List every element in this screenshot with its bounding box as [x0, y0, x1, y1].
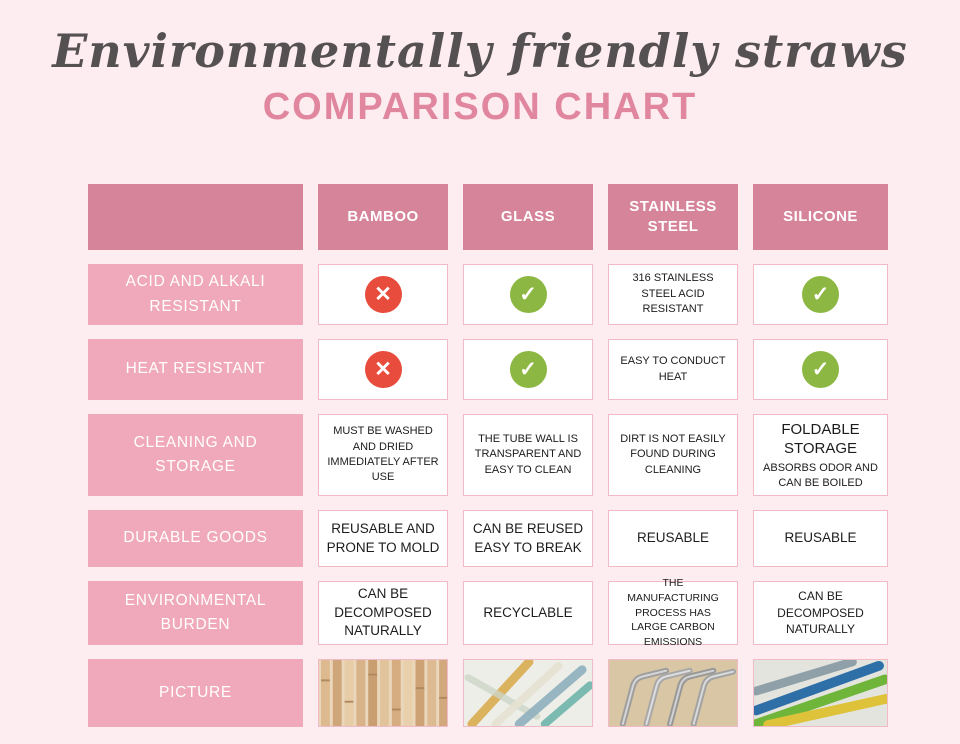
bamboo-straws-image	[319, 660, 447, 726]
page-subtitle: COMPARISON CHART	[262, 86, 698, 128]
cell-cleaning-silicone-headline: FOLDABLE STORAGE	[781, 420, 860, 458]
cell-heat-bamboo: ✕	[318, 339, 448, 400]
row-label-picture: PICTURE	[88, 659, 303, 727]
cell-durable-steel: REUSABLE	[608, 510, 738, 567]
cell-environment-silicone: CAN BE DECOMPOSED NATURALLY	[753, 581, 888, 645]
cell-cleaning-bamboo: MUST BE WASHED AND DRIED IMMEDIATELY AFT…	[318, 414, 448, 496]
poster: Environmentally friendly straws COMPARIS…	[0, 24, 960, 727]
cell-environment-glass: RECYCLABLE	[463, 581, 593, 645]
cross-icon: ✕	[364, 351, 402, 388]
cell-durable-silicone: REUSABLE	[753, 510, 888, 567]
cell-heat-steel: EASY TO CONDUCT HEAT	[608, 339, 738, 400]
column-header-stainless-steel: STAINLESS STEEL	[608, 184, 738, 250]
check-icon: ✓	[802, 276, 839, 313]
silicone-straws-image	[754, 660, 887, 726]
cell-cleaning-steel: DIRT IS NOT EASILY FOUND DURING CLEANING	[608, 414, 738, 496]
cell-durable-glass: CAN BE REUSED EASY TO BREAK	[463, 510, 593, 567]
row-label-heat-resistant: HEAT RESISTANT	[88, 339, 303, 400]
table-corner-cell	[88, 184, 303, 250]
cross-icon: ✕	[364, 276, 402, 313]
column-header-glass: GLASS	[463, 184, 593, 250]
cell-acid-glass: ✓	[463, 264, 593, 325]
column-header-silicone: SILICONE	[753, 184, 888, 250]
cell-heat-glass: ✓	[463, 339, 593, 400]
cell-cleaning-glass: THE TUBE WALL IS TRANSPARENT AND EASY TO…	[463, 414, 593, 496]
cell-cleaning-silicone-subtext: ABSORBS ODOR AND CAN BE BOILED	[763, 461, 878, 489]
page-title: Environmentally friendly straws	[52, 24, 908, 78]
cell-heat-silicone: ✓	[753, 339, 888, 400]
check-icon: ✓	[509, 351, 547, 388]
column-header-bamboo: BAMBOO	[318, 184, 448, 250]
cell-acid-silicone: ✓	[753, 264, 888, 325]
cell-durable-bamboo: REUSABLE AND PRONE TO MOLD	[318, 510, 448, 567]
cell-acid-bamboo: ✕	[318, 264, 448, 325]
stainless-steel-straws-image	[609, 660, 737, 726]
row-label-durable-goods: DURABLE GOODS	[88, 510, 303, 567]
cell-environment-bamboo: CAN BE DECOMPOSED NATURALLY	[318, 581, 448, 645]
row-label-cleaning-storage: CLEANING AND STORAGE	[88, 414, 303, 496]
comparison-table: BAMBOO GLASS STAINLESS STEEL SILICONE AC…	[88, 184, 888, 727]
check-icon: ✓	[802, 351, 839, 388]
cell-acid-steel: 316 STAINLESS STEEL ACID RESISTANT	[608, 264, 738, 325]
photo-stainless-steel-straws	[608, 659, 738, 727]
check-icon: ✓	[509, 276, 547, 313]
row-label-acid-alkali-resistant: ACID AND ALKALI RESISTANT	[88, 264, 303, 325]
photo-bamboo-straws	[318, 659, 448, 727]
photo-silicone-straws	[753, 659, 888, 727]
cell-cleaning-silicone: FOLDABLE STORAGE ABSORBS ODOR AND CAN BE…	[753, 414, 888, 496]
cell-environment-steel: THE MANUFACTURING PROCESS HAS LARGE CARB…	[608, 577, 738, 648]
row-label-environmental-burden: ENVIRONMENTAL BURDEN	[88, 581, 303, 645]
photo-glass-straws	[463, 659, 593, 727]
glass-straws-image	[464, 660, 592, 726]
